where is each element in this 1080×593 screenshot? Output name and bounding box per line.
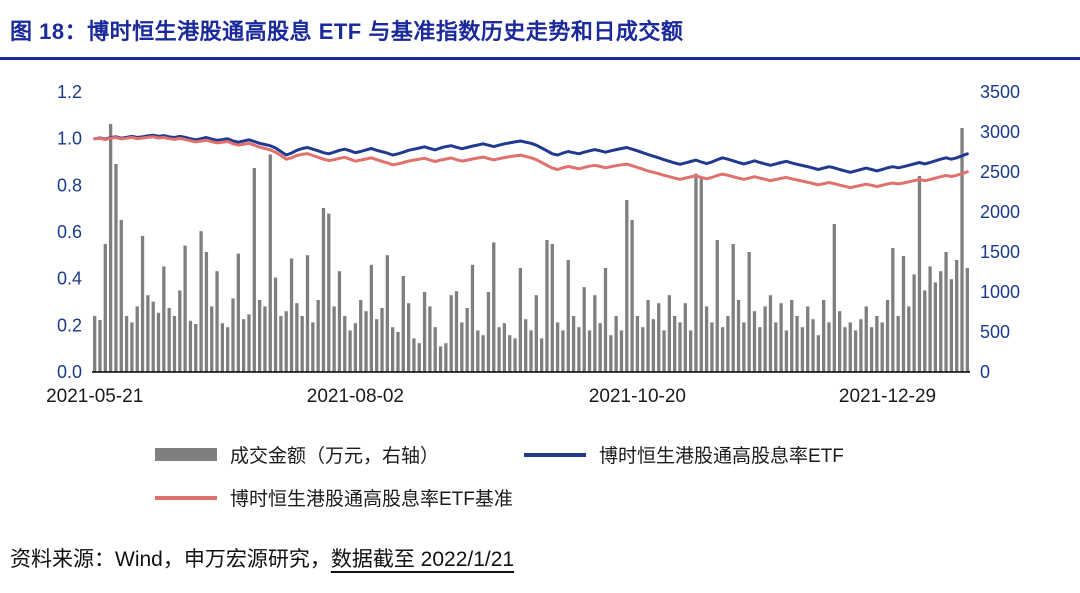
svg-text:2021-08-02: 2021-08-02 xyxy=(307,386,404,407)
chart-legend: 成交金额（万元，右轴） 博时恒生港股通高股息率ETF 博时恒生港股通高股息率ET… xyxy=(155,441,1080,511)
legend-label-benchmark: 博时恒生港股通高股息率ETF基准 xyxy=(230,489,513,510)
source-note: 资料来源：Wind，申万宏源研究，数据截至 2022/1/21 xyxy=(0,537,1080,573)
svg-text:1000: 1000 xyxy=(980,282,1020,302)
svg-text:3000: 3000 xyxy=(980,122,1020,142)
svg-text:2000: 2000 xyxy=(980,202,1020,222)
benchmark-line-swatch xyxy=(155,495,217,500)
svg-text:0.8: 0.8 xyxy=(57,175,82,195)
data-cutoff-date: 数据截至 2022/1/21 xyxy=(330,548,515,571)
title-divider-rule xyxy=(0,57,1080,60)
legend-label-volume: 成交金额（万元，右轴） xyxy=(230,446,440,467)
dual-axis-chart: 0.0 0.2 0.4 0.6 0.8 1.0 1.2 0 500 1000 1500 2000 250… xyxy=(46,82,1020,407)
svg-text:2500: 2500 xyxy=(980,162,1020,182)
svg-text:1.2: 1.2 xyxy=(57,82,82,102)
svg-text:1500: 1500 xyxy=(980,242,1020,262)
svg-text:2021-10-20: 2021-10-20 xyxy=(589,386,686,407)
svg-text:2021-12-29: 2021-12-29 xyxy=(839,386,936,407)
legend-item-volume: 成交金额（万元，右轴） xyxy=(155,441,439,468)
svg-text:3500: 3500 xyxy=(980,82,1020,102)
svg-text:0.4: 0.4 xyxy=(57,269,82,289)
etf-line-swatch xyxy=(524,452,587,457)
svg-text:500: 500 xyxy=(980,322,1010,342)
svg-text:2021-05-21: 2021-05-21 xyxy=(46,386,143,407)
svg-text:1.0: 1.0 xyxy=(57,129,82,149)
legend-label-etf: 博时恒生港股通高股息率ETF xyxy=(599,446,844,467)
legend-item-etf: 博时恒生港股通高股息率ETF xyxy=(524,441,844,468)
volume-bar-swatch xyxy=(155,448,217,461)
report-figure-page: 图 18：博时恒生港股通高股息 ETF 与基准指数历史走势和日成交额 0.0 0.… xyxy=(0,19,1080,573)
legend-item-benchmark: 博时恒生港股通高股息率ETF基准 xyxy=(155,484,513,511)
svg-text:0: 0 xyxy=(980,362,990,382)
legend-row-2: 博时恒生港股通高股息率ETF基准 xyxy=(155,484,1080,511)
source-note-prefix: 资料来源：Wind，申万宏源研究， xyxy=(10,548,331,571)
figure-title: 图 18：博时恒生港股通高股息 ETF 与基准指数历史走势和日成交额 xyxy=(10,19,684,44)
svg-text:0.0: 0.0 xyxy=(57,362,82,382)
svg-text:0.6: 0.6 xyxy=(57,222,82,242)
chart-area: 0.0 0.2 0.4 0.6 0.8 1.0 1.2 0 500 1000 1500 2000 250… xyxy=(36,80,1080,425)
legend-row-1: 成交金额（万元，右轴） 博时恒生港股通高股息率ETF xyxy=(155,441,1080,468)
svg-text:0.2: 0.2 xyxy=(57,315,82,335)
